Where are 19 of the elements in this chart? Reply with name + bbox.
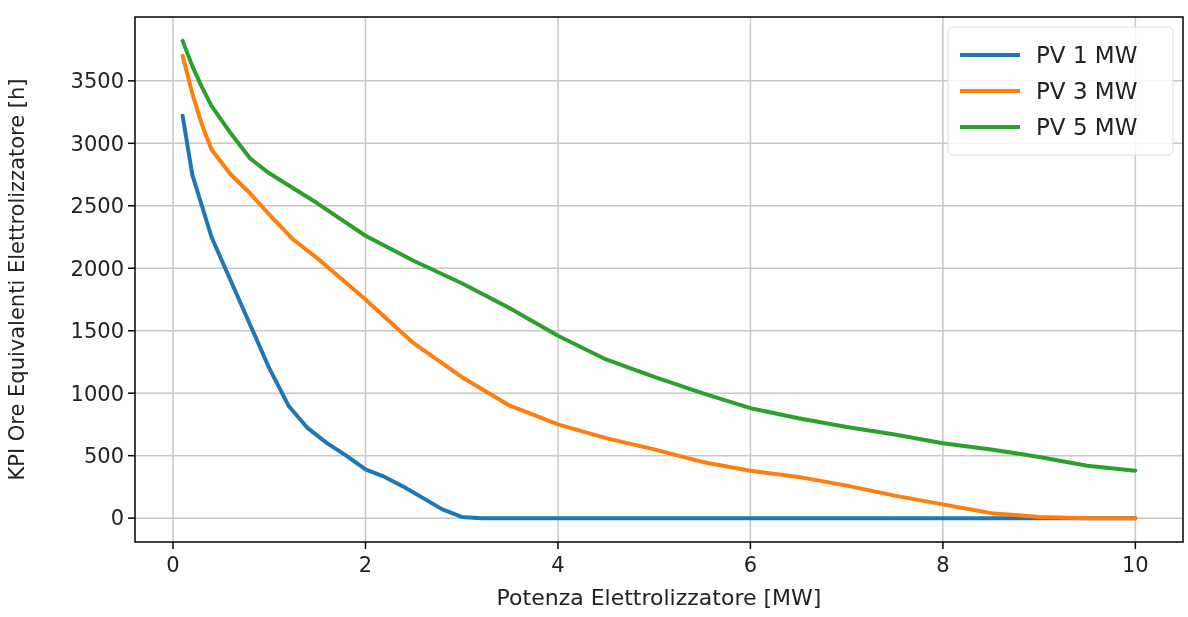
legend-label: PV 3 MW	[1036, 78, 1138, 105]
x-axis-title: Potenza Elettrolizzatore [MW]	[496, 585, 822, 610]
y-tick-label: 3500	[70, 69, 124, 94]
x-tick-label: 8	[936, 553, 950, 577]
y-tick-label: 2500	[70, 194, 124, 219]
x-tick-label: 4	[551, 553, 565, 577]
y-tick-label: 2000	[70, 256, 124, 281]
x-tick-label: 0	[166, 553, 180, 577]
y-tick-label: 0	[110, 506, 124, 531]
legend-label: PV 1 MW	[1036, 42, 1138, 69]
x-tick-label: 10	[1122, 553, 1149, 577]
x-tick-label: 2	[358, 553, 373, 577]
y-tick-label: 1000	[70, 381, 124, 406]
y-tick-label: 500	[83, 444, 124, 469]
legend-label: PV 5 MW	[1036, 114, 1138, 141]
y-axis-title: KPI Ore Equivalenti Elettrolizzatore [h]	[5, 78, 29, 481]
y-tick-label: 1500	[70, 319, 124, 344]
y-tick-label: 3000	[70, 131, 124, 156]
x-tick-label: 6	[743, 553, 758, 577]
